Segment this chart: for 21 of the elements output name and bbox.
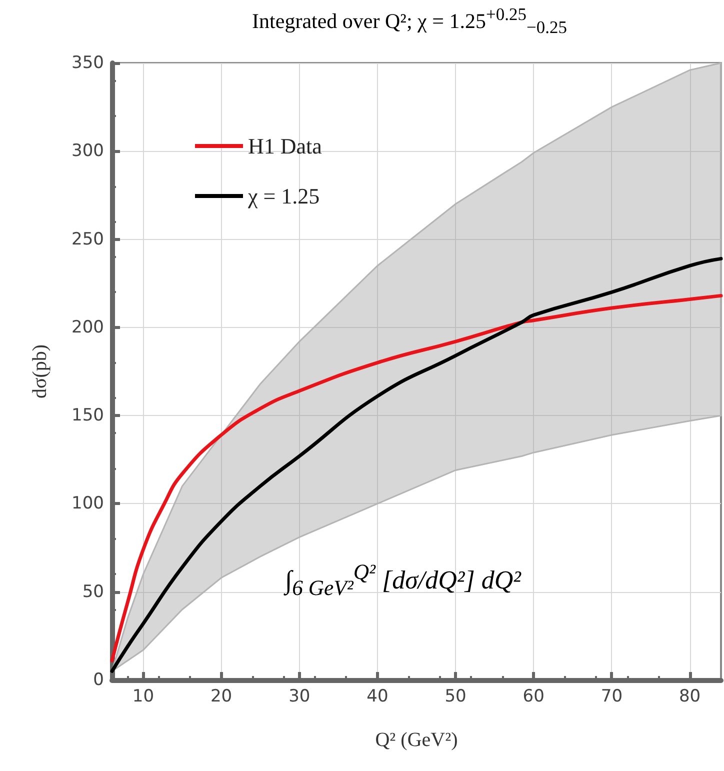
x-tick-label: 10 — [132, 686, 154, 706]
y-tick-label: 350 — [72, 53, 104, 73]
legend-label: χ = 1.25 — [247, 184, 320, 208]
x-tick-label: 30 — [288, 686, 310, 706]
x-axis-title: Q² (GeV²) — [375, 729, 458, 751]
x-tick-label: 40 — [366, 686, 388, 706]
y-tick-label: 0 — [93, 670, 104, 690]
y-tick-label: 150 — [72, 406, 104, 426]
x-tick-label: 80 — [678, 686, 701, 706]
x-tick-label: 20 — [210, 686, 232, 706]
y-tick-label: 200 — [72, 317, 104, 338]
y-axis-title: dσ(pb) — [29, 344, 51, 399]
y-tick-label: 100 — [72, 494, 104, 514]
legend-label: H1 Data — [248, 134, 322, 158]
x-tick-label: 50 — [444, 686, 466, 706]
y-tick-label: 250 — [72, 229, 104, 250]
x-tick-label: 70 — [600, 686, 623, 706]
x-tick-label: 60 — [522, 686, 544, 706]
y-tick-label: 50 — [82, 582, 104, 602]
y-tick-label: 300 — [72, 141, 104, 162]
annotation: ∫$_{6 GeV²}$$^{Q²}$ [dσ/dQ²] dQ² — [285, 560, 521, 601]
